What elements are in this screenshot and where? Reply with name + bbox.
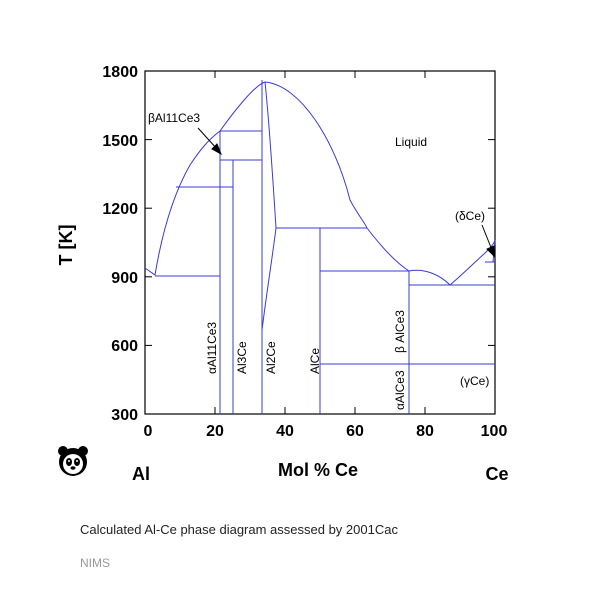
y-tick-label: 1200	[102, 201, 138, 218]
y-axis-title: T [K]	[56, 225, 76, 266]
label-gamma-ce: (γCe)	[460, 374, 489, 388]
liquidus-right-3	[449, 239, 496, 286]
label-delta-ce: (δCe)	[455, 209, 485, 223]
y-tick-label: 300	[111, 407, 138, 424]
x-tick-label: 60	[346, 423, 364, 440]
left-element-label: Al	[132, 464, 150, 484]
x-tick-label: 100	[481, 423, 508, 440]
x-tick-label: 0	[144, 423, 153, 440]
y-tick-label: 600	[111, 338, 138, 355]
label-alpha-al11ce3: αAl11Ce3	[205, 322, 219, 374]
liquidus-right-2	[408, 269, 451, 286]
y-tick-label: 1500	[102, 133, 138, 150]
label-liquid: Liquid	[395, 135, 427, 149]
label-al3ce: Al3Ce	[235, 341, 249, 374]
x-tick-label: 40	[276, 423, 294, 440]
liquidus-left	[144, 130, 221, 276]
label-al2ce: Al2Ce	[264, 341, 278, 374]
phase-boundaries	[144, 80, 496, 414]
label-alce: AlCe	[308, 348, 322, 374]
y-tick-label: 1800	[102, 64, 138, 81]
label-alpha-alce3: αAlCe3	[393, 370, 407, 410]
source-credit: NIMS	[80, 556, 110, 570]
y-tick-label: 900	[111, 270, 138, 287]
y-axis-ticks	[145, 70, 495, 415]
label-beta-al11ce3: βAl11Ce3	[148, 111, 200, 125]
figure-caption: Calculated Al-Ce phase diagram assessed …	[80, 522, 398, 537]
label-beta-alce3: β AlCe3	[393, 310, 407, 353]
panda-icon	[58, 446, 88, 476]
x-tick-label: 80	[416, 423, 434, 440]
x-axis-ticks	[214, 71, 426, 414]
liquidus-right-1	[366, 227, 410, 272]
liquidus-dome	[219, 81, 368, 229]
x-axis-title: Mol % Ce	[278, 460, 358, 480]
x-tick-label: 20	[206, 423, 224, 440]
right-element-label: Ce	[485, 464, 508, 484]
label-arrows	[197, 127, 495, 258]
